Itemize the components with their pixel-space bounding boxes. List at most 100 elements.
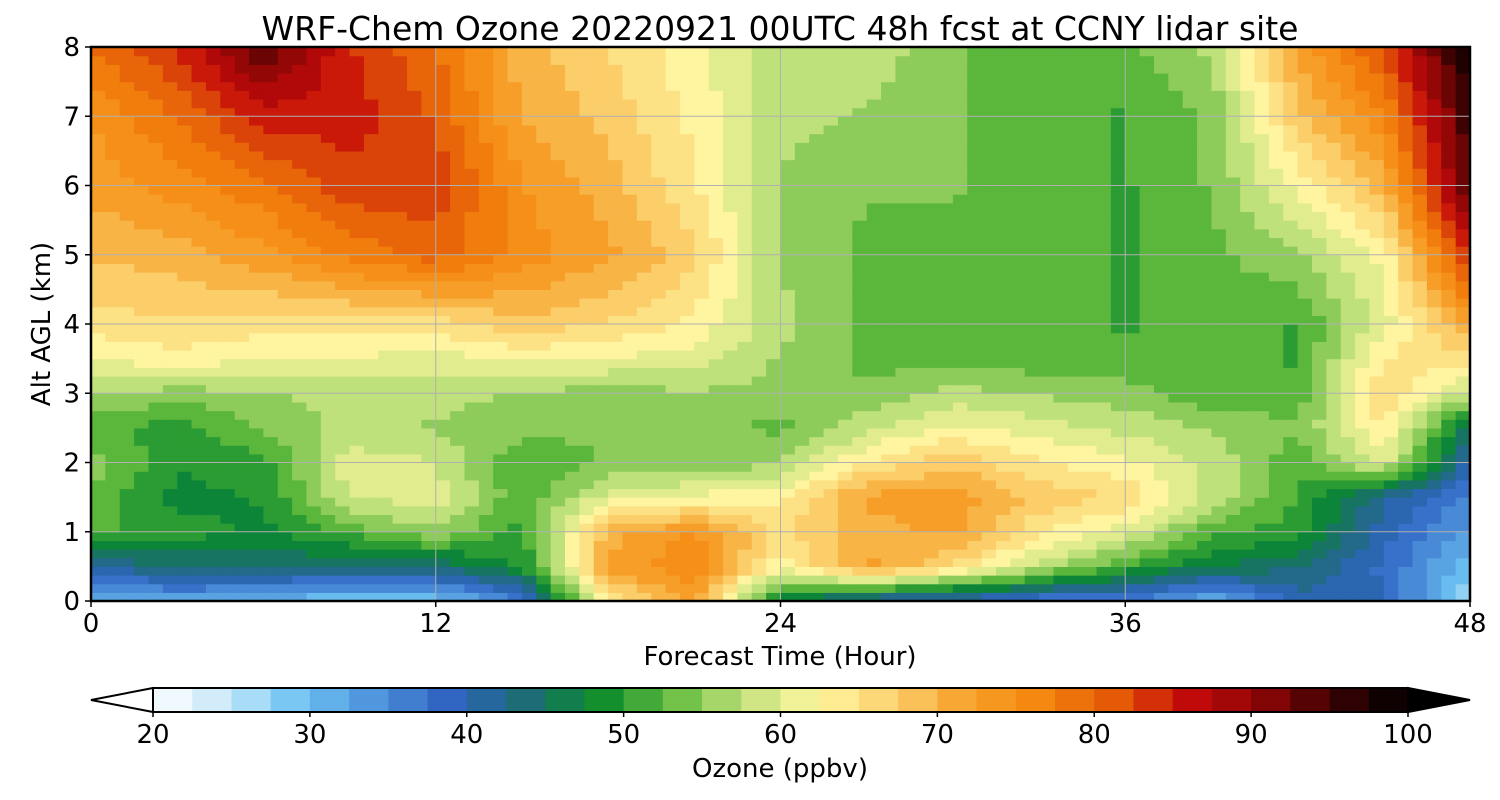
heatmap-cell	[464, 349, 480, 360]
heatmap-cell	[234, 514, 250, 524]
heatmap-cell	[1340, 514, 1356, 524]
heatmap-cell	[1355, 168, 1371, 178]
heatmap-cell	[148, 263, 164, 273]
heatmap-cell	[162, 220, 178, 230]
heatmap-cell	[895, 427, 911, 438]
heatmap-cell	[1311, 375, 1327, 386]
heatmap-cell	[536, 488, 552, 498]
heatmap-cell	[220, 246, 236, 256]
heatmap-cell	[737, 211, 753, 221]
heatmap-cell	[1326, 341, 1342, 351]
heatmap-cell	[91, 583, 106, 593]
heatmap-cell	[1225, 471, 1241, 481]
heatmap-cell	[134, 436, 150, 446]
heatmap-cell	[967, 471, 983, 481]
heatmap-cell	[478, 159, 494, 169]
heatmap-cell	[1039, 202, 1055, 213]
heatmap-cell	[1153, 384, 1169, 394]
heatmap-cell	[349, 592, 365, 601]
heatmap-cell	[1297, 505, 1313, 516]
heatmap-cell	[1197, 159, 1213, 169]
heatmap-cell	[1369, 298, 1385, 308]
heatmap-cell	[148, 531, 164, 542]
heatmap-cell	[1225, 549, 1241, 559]
heatmap-cell	[1182, 375, 1198, 386]
heatmap-cell	[1268, 246, 1284, 256]
heatmap-cell	[1326, 315, 1342, 325]
heatmap-cell	[737, 505, 753, 516]
heatmap-cell	[493, 592, 509, 601]
heatmap-cell	[177, 272, 193, 282]
heatmap-cell	[536, 566, 552, 576]
heatmap-cell	[995, 194, 1011, 204]
heatmap-cell	[1153, 341, 1169, 351]
heatmap-cell	[105, 583, 121, 593]
heatmap-cell	[450, 575, 466, 585]
heatmap-cell	[105, 306, 121, 316]
heatmap-cell	[608, 202, 624, 213]
heatmap-cell	[1369, 471, 1385, 481]
heatmap-cell	[119, 549, 135, 559]
heatmap-cell	[636, 315, 652, 325]
heatmap-cell	[493, 298, 509, 308]
heatmap-cell	[1010, 393, 1026, 403]
heatmap-cell	[249, 185, 264, 195]
heatmap-cell	[723, 298, 738, 308]
heatmap-cell	[1067, 401, 1083, 412]
heatmap-cell	[177, 289, 193, 299]
heatmap-cell	[995, 168, 1011, 178]
heatmap-cell	[105, 237, 121, 247]
heatmap-cell	[1110, 479, 1126, 490]
heatmap-cell	[1039, 479, 1055, 490]
heatmap-cell	[521, 393, 537, 403]
heatmap-cell	[478, 427, 494, 438]
heatmap-cell	[1326, 306, 1342, 316]
heatmap-cell	[134, 384, 150, 394]
heatmap-cell	[1355, 393, 1371, 403]
heatmap-cell	[924, 185, 940, 195]
heatmap-cell	[852, 410, 868, 420]
heatmap-cell	[593, 453, 609, 464]
heatmap-cell	[91, 497, 106, 507]
heatmap-cell	[708, 280, 724, 290]
heatmap-cell	[320, 575, 336, 585]
heatmap-cell	[1168, 514, 1184, 524]
heatmap-cell	[1110, 289, 1126, 299]
heatmap-cell	[1110, 237, 1126, 247]
heatmap-cell	[1369, 531, 1385, 542]
heatmap-cell	[723, 176, 738, 187]
heatmap-cell	[162, 176, 178, 187]
heatmap-cell	[306, 168, 322, 178]
heatmap-cell	[837, 523, 853, 533]
heatmap-cell	[1153, 367, 1169, 377]
heatmap-cell	[536, 272, 552, 282]
heatmap-cell	[335, 488, 351, 498]
heatmap-cell	[1383, 341, 1399, 351]
heatmap-cell	[1340, 306, 1356, 316]
heatmap-cell	[435, 462, 451, 472]
heatmap-cell	[909, 523, 925, 533]
heatmap-cell	[909, 427, 925, 438]
heatmap-cell	[1211, 194, 1227, 204]
heatmap-cell	[205, 488, 221, 498]
heatmap-cell	[1311, 237, 1327, 247]
heatmap-cell	[1096, 194, 1112, 204]
heatmap-cell	[1340, 497, 1356, 507]
heatmap-cell	[1326, 384, 1342, 394]
heatmap-cell	[292, 211, 308, 221]
heatmap-cell	[1441, 592, 1457, 601]
heatmap-cell	[751, 289, 767, 299]
heatmap-cell	[995, 410, 1011, 420]
heatmap-cell	[1240, 497, 1256, 507]
heatmap-cell	[1182, 289, 1198, 299]
heatmap-cell	[1211, 566, 1227, 576]
heatmap-cell	[335, 549, 351, 559]
heatmap-cell	[1240, 479, 1256, 490]
heatmap-cell	[421, 445, 437, 455]
heatmap-cell	[1369, 220, 1385, 230]
heatmap-cell	[162, 349, 178, 360]
heatmap-cell	[205, 384, 221, 394]
heatmap-cell	[435, 401, 451, 412]
heatmap-cell	[450, 228, 466, 239]
heatmap-cell	[1053, 246, 1069, 256]
